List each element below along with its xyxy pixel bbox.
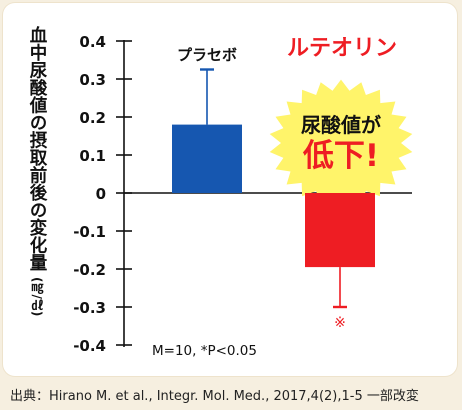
y-axis-unit: (㎎/㎗) — [30, 277, 44, 317]
bar-chart: -0.4 -0.3 -0.2 -0.1 0 0.1 0.2 0.3 0.4 尿酸値が 低下! プ… — [73, 33, 413, 359]
source-citation: 出典：Hirano M. et al., Integr. Mol. Med., … — [10, 389, 419, 404]
y-tick-label: -0.3 — [73, 299, 106, 317]
y-ticks: -0.4 -0.3 -0.2 -0.1 0 0.1 0.2 0.3 0.4 — [73, 33, 132, 355]
sample-note: M=10, *P<0.05 — [152, 343, 257, 359]
y-tick-label: 0 — [96, 185, 106, 203]
y-tick-label: -0.4 — [73, 337, 106, 355]
luteolin-bar — [305, 193, 375, 268]
y-tick-label: -0.2 — [73, 261, 106, 279]
callout-line1: 尿酸値が — [301, 113, 381, 137]
y-tick-label: 0.2 — [79, 109, 106, 127]
significance-mark: ※ — [334, 315, 346, 331]
bars — [172, 68, 375, 309]
y-axis-label: 血中尿酸値の摂取前後の変化量 (㎎/㎗) — [26, 26, 48, 316]
callout-line2: 低下! — [302, 138, 379, 174]
y-tick-label: -0.1 — [73, 223, 106, 241]
luteolin-label: ルテオリン — [287, 36, 397, 61]
y-tick-label: 0.3 — [79, 71, 106, 89]
callout-burst: 尿酸値が 低下! — [269, 79, 413, 207]
y-tick-label: 0.4 — [79, 33, 106, 51]
y-tick-label: 0.1 — [79, 147, 106, 165]
y-axis-label-text: 血中尿酸値の摂取前後の変化量 — [27, 26, 47, 271]
burst-shape — [269, 79, 413, 207]
placebo-label: プラセボ — [177, 46, 237, 64]
placebo-bar — [172, 124, 242, 193]
